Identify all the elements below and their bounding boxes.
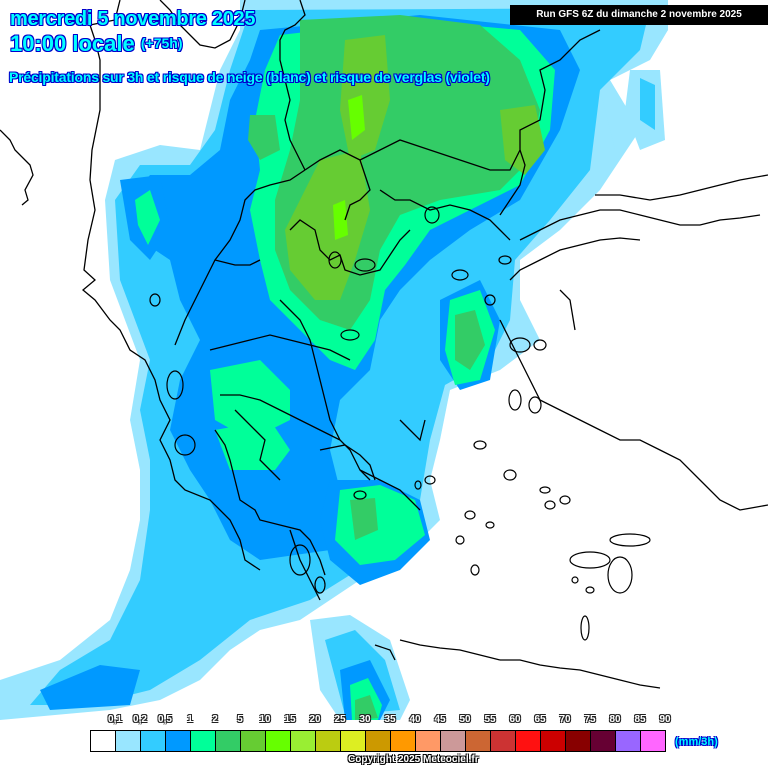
color-scale <box>90 730 666 752</box>
legend-label: 30 <box>359 714 371 725</box>
legend-label: 70 <box>559 714 571 725</box>
legend-label: 50 <box>459 714 471 725</box>
color-scale-cell <box>591 731 616 751</box>
legend-label: 65 <box>534 714 546 725</box>
precip-layer-10 <box>333 95 365 240</box>
color-scale-cell <box>241 731 266 751</box>
color-scale-cell <box>541 731 566 751</box>
model-run-info: Run GFS 6Z du dimanche 2 novembre 2025 <box>510 5 768 25</box>
color-scale-cell <box>516 731 541 751</box>
legend-label: 15 <box>284 714 296 725</box>
legend-label: 2 <box>212 714 218 725</box>
islands <box>149 206 651 641</box>
color-scale-cell <box>441 731 466 751</box>
forecast-time: 10:00 locale (+75h) <box>10 31 183 57</box>
color-scale-cell <box>366 731 391 751</box>
color-scale-cell <box>641 731 665 751</box>
color-scale-cell <box>291 731 316 751</box>
color-scale-cell <box>391 731 416 751</box>
color-scale-cell <box>216 731 241 751</box>
color-scale-cell <box>466 731 491 751</box>
legend-label: 0,1 <box>108 714 122 725</box>
color-scale-cell <box>141 731 166 751</box>
color-scale-cell <box>491 731 516 751</box>
color-scale-cell <box>616 731 641 751</box>
legend-label: 1 <box>187 714 193 725</box>
legend-label: 80 <box>609 714 621 725</box>
legend-label: 55 <box>484 714 496 725</box>
color-scale-cell <box>416 731 441 751</box>
map-description: Précipitations sur 3h et risque de neige… <box>9 69 490 85</box>
legend-label: 60 <box>509 714 521 725</box>
color-scale-cell <box>316 731 341 751</box>
color-scale-cell <box>566 731 591 751</box>
legend-label: 0,5 <box>158 714 172 725</box>
color-scale-cell <box>191 731 216 751</box>
forecast-date: mercredi 5 novembre 2025 <box>10 8 256 30</box>
legend-label: 5 <box>237 714 243 725</box>
legend-label: 45 <box>434 714 446 725</box>
copyright: Copyright 2025 Meteociel.fr <box>348 754 479 765</box>
legend-label: 20 <box>309 714 321 725</box>
color-scale-cell <box>266 731 291 751</box>
legend-label: 0,2 <box>133 714 147 725</box>
color-scale-cell <box>116 731 141 751</box>
legend-label: 10 <box>259 714 271 725</box>
legend-label: 25 <box>334 714 346 725</box>
color-scale-cell <box>91 731 116 751</box>
legend-label: 85 <box>634 714 646 725</box>
legend-units: (mm/3h) <box>675 736 718 748</box>
forecast-lead-hours: (+75h) <box>140 35 183 51</box>
legend-label: 40 <box>409 714 421 725</box>
coastlines-borders <box>0 0 768 689</box>
legend-label: 75 <box>584 714 596 725</box>
precip-legend: 0,1 0,2 0,5 1 2 5 10 15 20 25 30 35 40 45 50 55 60 65 70 75… <box>0 710 768 768</box>
forecast-time-value: 10:00 locale <box>10 31 135 56</box>
legend-label: 90 <box>659 714 671 725</box>
legend-label: 35 <box>384 714 396 725</box>
color-scale-cell <box>341 731 366 751</box>
color-scale-cell <box>166 731 191 751</box>
